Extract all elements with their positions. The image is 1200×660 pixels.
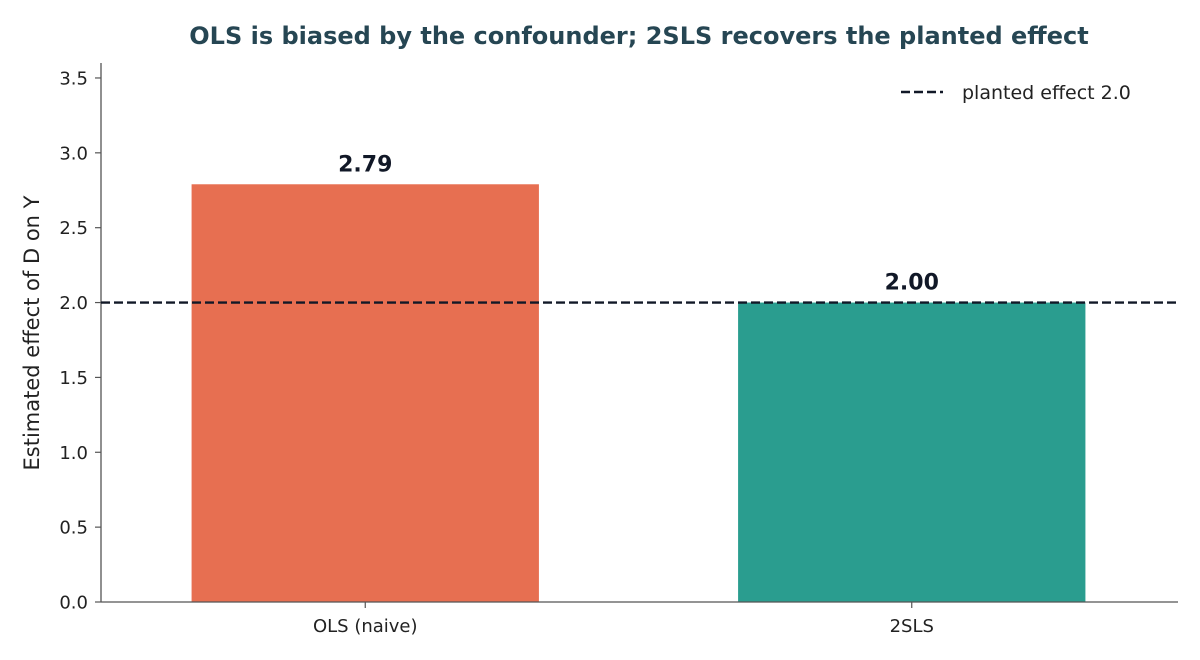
y-tick-label: 3.0 bbox=[59, 143, 88, 164]
legend-label: planted effect 2.0 bbox=[962, 82, 1131, 104]
y-tick-label: 2.0 bbox=[59, 293, 88, 314]
x-tick-label: 2SLS bbox=[890, 616, 934, 637]
y-tick-label: 0.0 bbox=[59, 593, 88, 614]
chart-title: OLS is biased by the confounder; 2SLS re… bbox=[189, 22, 1088, 50]
y-axis-label: Estimated effect of D on Y bbox=[20, 195, 44, 470]
bar-value-label: 2.00 bbox=[885, 271, 939, 296]
y-tick-label: 2.5 bbox=[59, 218, 88, 239]
bars: 2.79 2.00 bbox=[191, 152, 1086, 602]
y-axis-ticks: 0.0 0.5 1.0 1.5 2.0 2.5 3.0 3.5 bbox=[59, 68, 101, 614]
y-tick-label: 1.0 bbox=[59, 443, 88, 464]
bar-value-label: 2.79 bbox=[338, 152, 392, 177]
x-tick-label: OLS (naive) bbox=[313, 616, 418, 637]
y-tick-label: 0.5 bbox=[59, 518, 88, 539]
y-tick-label: 3.5 bbox=[59, 68, 88, 89]
bar bbox=[191, 184, 539, 602]
x-axis-ticks: OLS (naive) 2SLS bbox=[313, 602, 934, 637]
y-tick-label: 1.5 bbox=[59, 368, 88, 389]
legend: planted effect 2.0 bbox=[901, 82, 1131, 104]
bar bbox=[738, 302, 1086, 602]
